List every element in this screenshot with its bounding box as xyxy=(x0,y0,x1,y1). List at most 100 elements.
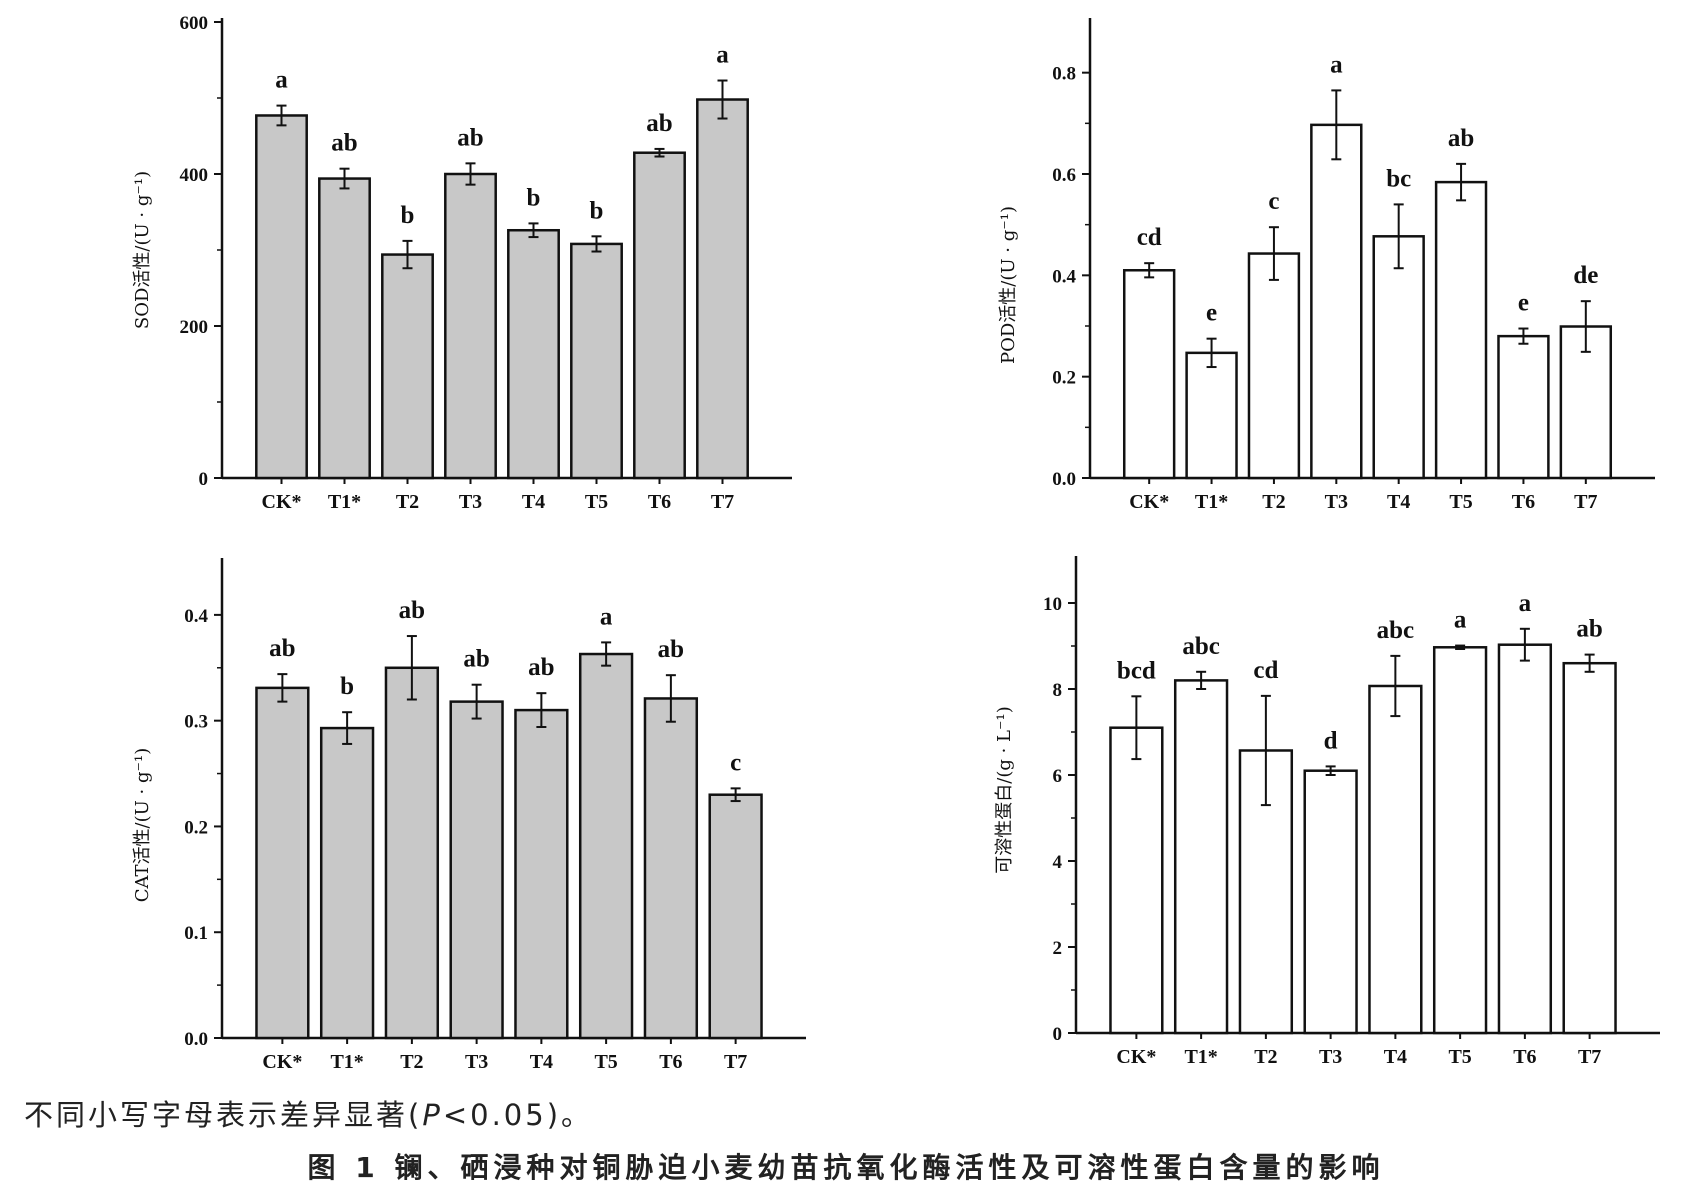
x-tick-label: CK* xyxy=(1116,1046,1156,1068)
note-text: 不同小写字母表示差异显著( xyxy=(24,1098,423,1132)
significance-letter: e xyxy=(1206,300,1217,327)
y-axis-title: SOD活性/(U · g⁻¹) xyxy=(132,171,153,329)
bar xyxy=(1173,679,1229,1035)
x-tick-label: T5 xyxy=(585,491,608,513)
bar xyxy=(1497,334,1550,480)
bar xyxy=(1303,769,1358,1035)
pod-chart: 0.0 0.2 0.4 0.6 0.8 POD活性/(U · g⁻¹) cd CK* e T1* c… xyxy=(998,18,1655,513)
x-tick-label: T5 xyxy=(1449,491,1472,513)
y-axis-title: CAT活性/(U · g⁻¹) xyxy=(132,748,153,902)
significance-letter: ab xyxy=(331,130,357,157)
x-tick-label: T1* xyxy=(330,1051,363,1073)
bar xyxy=(1109,726,1164,1035)
bar xyxy=(570,242,623,480)
x-tick-label: T3 xyxy=(459,491,482,513)
significance-letter: a xyxy=(600,603,613,630)
x-tick-label: T4 xyxy=(530,1051,553,1073)
x-tick-label: T7 xyxy=(1578,1046,1601,1068)
y-tick-label: 0.0 xyxy=(1052,469,1076,490)
x-tick-label: T7 xyxy=(724,1051,747,1073)
significance-letter: a xyxy=(1519,590,1532,617)
y-axis-title: 可溶性蛋白/(g · L⁻¹) xyxy=(994,706,1015,873)
y-tick-label: 2 xyxy=(1053,938,1063,959)
y-tick-label: 0.1 xyxy=(184,923,208,944)
y-tick-label: 6 xyxy=(1053,766,1063,787)
y-tick-label: 200 xyxy=(180,317,209,338)
cat-chart: 0.0 0.1 0.2 0.3 0.4 CAT活性/(U · g⁻¹) ab CK* b T1* a… xyxy=(132,558,806,1073)
x-tick-label: T4 xyxy=(522,491,545,513)
significance-letter: a xyxy=(716,42,729,69)
significance-letter: e xyxy=(1518,290,1529,317)
y-tick-label: 0.6 xyxy=(1052,165,1076,186)
bar xyxy=(578,652,634,1040)
x-tick-label: T6 xyxy=(1512,491,1535,513)
significance-letter: cd xyxy=(1137,224,1162,251)
bar xyxy=(633,151,686,480)
x-tick-label: T6 xyxy=(659,1051,682,1073)
significance-letter: ab xyxy=(1576,616,1602,643)
bar xyxy=(1368,684,1423,1035)
significance-letter: a xyxy=(275,67,288,94)
significance-letter: abc xyxy=(1182,633,1220,660)
figure-caption: 图 1 镧、硒浸种对铜胁迫小麦幼苗抗氧化酶活性及可溶性蛋白含量的影响 xyxy=(307,1151,1385,1184)
x-tick-label: T2 xyxy=(1262,491,1285,513)
significance-letter: ab xyxy=(528,654,554,681)
y-tick-label: 0.3 xyxy=(184,712,208,733)
bar xyxy=(449,700,504,1040)
bar xyxy=(1372,235,1425,480)
note-p-symbol: P xyxy=(422,1098,443,1132)
x-tick-label: T1* xyxy=(1195,491,1228,513)
significance-letter: d xyxy=(1324,727,1338,754)
note-rest: <0.05)。 xyxy=(442,1098,594,1132)
x-tick-label: T6 xyxy=(1513,1046,1536,1068)
x-tick-label: T5 xyxy=(1448,1046,1471,1068)
y-tick-label: 0.0 xyxy=(184,1029,208,1050)
significance-letter: b xyxy=(527,184,541,211)
significance-letter: b xyxy=(590,197,604,224)
y-tick-label: 4 xyxy=(1053,852,1063,873)
bar xyxy=(1562,661,1617,1035)
pod-chart-panel: 0.0 0.2 0.4 0.6 0.8 POD活性/(U · g⁻¹) cd CK* e T1* c… xyxy=(0,0,1692,540)
bar xyxy=(1432,646,1488,1035)
y-tick-label: 0.2 xyxy=(184,817,208,838)
significance-letter: b xyxy=(340,673,354,700)
bar xyxy=(318,177,371,480)
x-tick-label: T4 xyxy=(1387,491,1410,513)
significance-letter: ab xyxy=(399,597,425,624)
y-tick-label: 0.8 xyxy=(1052,64,1076,85)
x-tick-label: CK* xyxy=(262,491,302,513)
significance-note: 不同小写字母表示差异显著(P<0.05)。 xyxy=(24,1092,593,1134)
bar xyxy=(384,666,440,1040)
significance-letter: abc xyxy=(1377,617,1415,644)
y-tick-label: 0 xyxy=(199,469,209,490)
y-tick-label: 0.4 xyxy=(184,606,208,627)
x-tick-label: T7 xyxy=(1574,491,1597,513)
significance-letter: ab xyxy=(646,110,672,137)
x-tick-label: T2 xyxy=(400,1051,423,1073)
significance-letter: a xyxy=(1330,51,1343,78)
y-tick-label: 400 xyxy=(180,165,209,186)
x-tick-label: T3 xyxy=(1319,1046,1342,1068)
bar xyxy=(1497,643,1553,1035)
x-tick-label: T3 xyxy=(465,1051,488,1073)
bar xyxy=(696,98,749,480)
significance-letter: c xyxy=(1268,188,1279,215)
protein-chart-panel: 0 2 4 6 8 10 可溶性蛋白/(g · L⁻¹) bcd CK* abc T1* cd T2 d T… xyxy=(994,556,1660,1068)
bar xyxy=(1310,123,1363,480)
cat-chart-panel: 0.0 0.1 0.2 0.3 0.4 CAT活性/(U · g⁻¹) ab CK* b T1* a… xyxy=(0,0,846,1090)
y-tick-label: 8 xyxy=(1053,680,1063,701)
y-tick-label: 0.2 xyxy=(1052,368,1076,389)
bar xyxy=(507,228,560,480)
y-tick-label: 0 xyxy=(1053,1024,1063,1045)
x-tick-label: T1* xyxy=(328,491,361,513)
significance-letter: ab xyxy=(658,636,684,663)
y-axis-title: POD活性/(U · g⁻¹) xyxy=(998,206,1019,364)
y-tick-label: 0.4 xyxy=(1052,266,1076,287)
significance-letter: c xyxy=(730,749,741,776)
x-tick-label: T4 xyxy=(1384,1046,1407,1068)
x-tick-label: T5 xyxy=(594,1051,617,1073)
x-tick-label: CK* xyxy=(1129,491,1169,513)
x-tick-label: CK* xyxy=(262,1051,302,1073)
x-tick-label: T6 xyxy=(648,491,671,513)
